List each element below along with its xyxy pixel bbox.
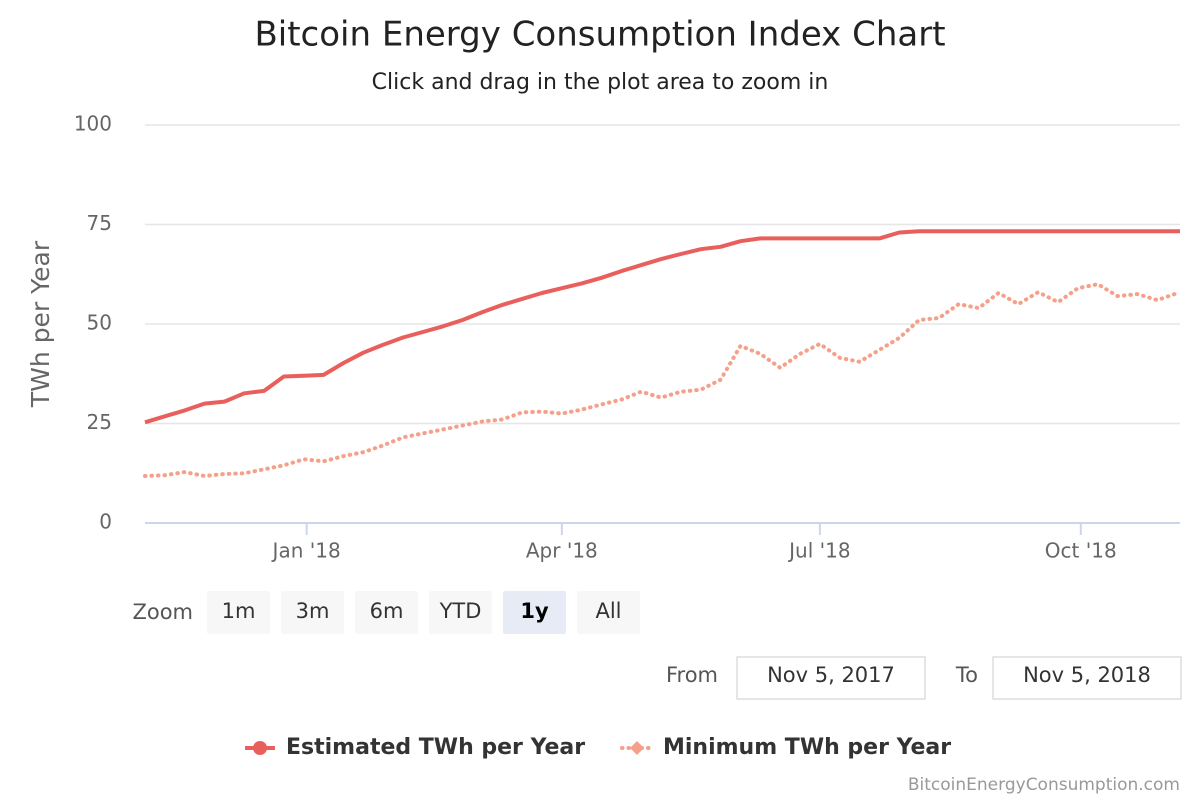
to-input[interactable]	[992, 656, 1182, 700]
y-tick-label: 25	[87, 410, 112, 434]
zoom-button[interactable]	[429, 591, 492, 634]
zoom-button-label[interactable]: YTD	[439, 599, 482, 623]
credits[interactable]: BitcoinEnergyConsumption.com	[908, 775, 1180, 795]
zoom-button-label[interactable]: All	[595, 599, 621, 623]
zoom-button[interactable]	[207, 591, 270, 634]
y-axis-title: TWh per Year	[26, 240, 55, 408]
zoom-button-label[interactable]: 1y	[520, 599, 549, 623]
from-label: From	[666, 663, 718, 687]
zoom-label: Zoom	[132, 600, 193, 624]
chart-title: Bitcoin Energy Consumption Index Chart	[254, 15, 945, 55]
chart-subtitle: Click and drag in the plot area to zoom …	[372, 70, 829, 95]
x-tick-label: Apr '18	[526, 539, 598, 563]
x-tick-label: Jul '18	[787, 539, 850, 563]
y-tick-label: 0	[99, 510, 112, 534]
legend-label[interactable]: Estimated TWh per Year	[286, 735, 585, 760]
x-tick-label: Oct '18	[1045, 539, 1117, 563]
y-tick-label: 75	[87, 211, 112, 235]
y-tick-label: 50	[87, 311, 112, 335]
legend-label[interactable]: Minimum TWh per Year	[663, 735, 951, 760]
zoom-button[interactable]	[503, 591, 566, 634]
zoom-button[interactable]	[577, 591, 640, 634]
to-label: To	[955, 663, 978, 687]
x-tick-label: Jan '18	[271, 539, 341, 563]
zoom-button-label[interactable]: 1m	[222, 599, 256, 623]
legend-marker	[253, 741, 267, 755]
zoom-button-label[interactable]: 3m	[296, 599, 330, 623]
y-tick-label: 100	[74, 112, 112, 136]
zoom-button-label[interactable]: 6m	[370, 599, 404, 623]
from-input[interactable]	[736, 656, 926, 700]
series-line	[143, 282, 1182, 478]
zoom-button[interactable]	[355, 591, 418, 634]
legend-marker	[630, 741, 644, 755]
series-line	[144, 229, 1180, 425]
zoom-button[interactable]	[281, 591, 344, 634]
from-value: Nov 5, 2017	[767, 663, 895, 687]
to-value: Nov 5, 2018	[1023, 663, 1151, 687]
